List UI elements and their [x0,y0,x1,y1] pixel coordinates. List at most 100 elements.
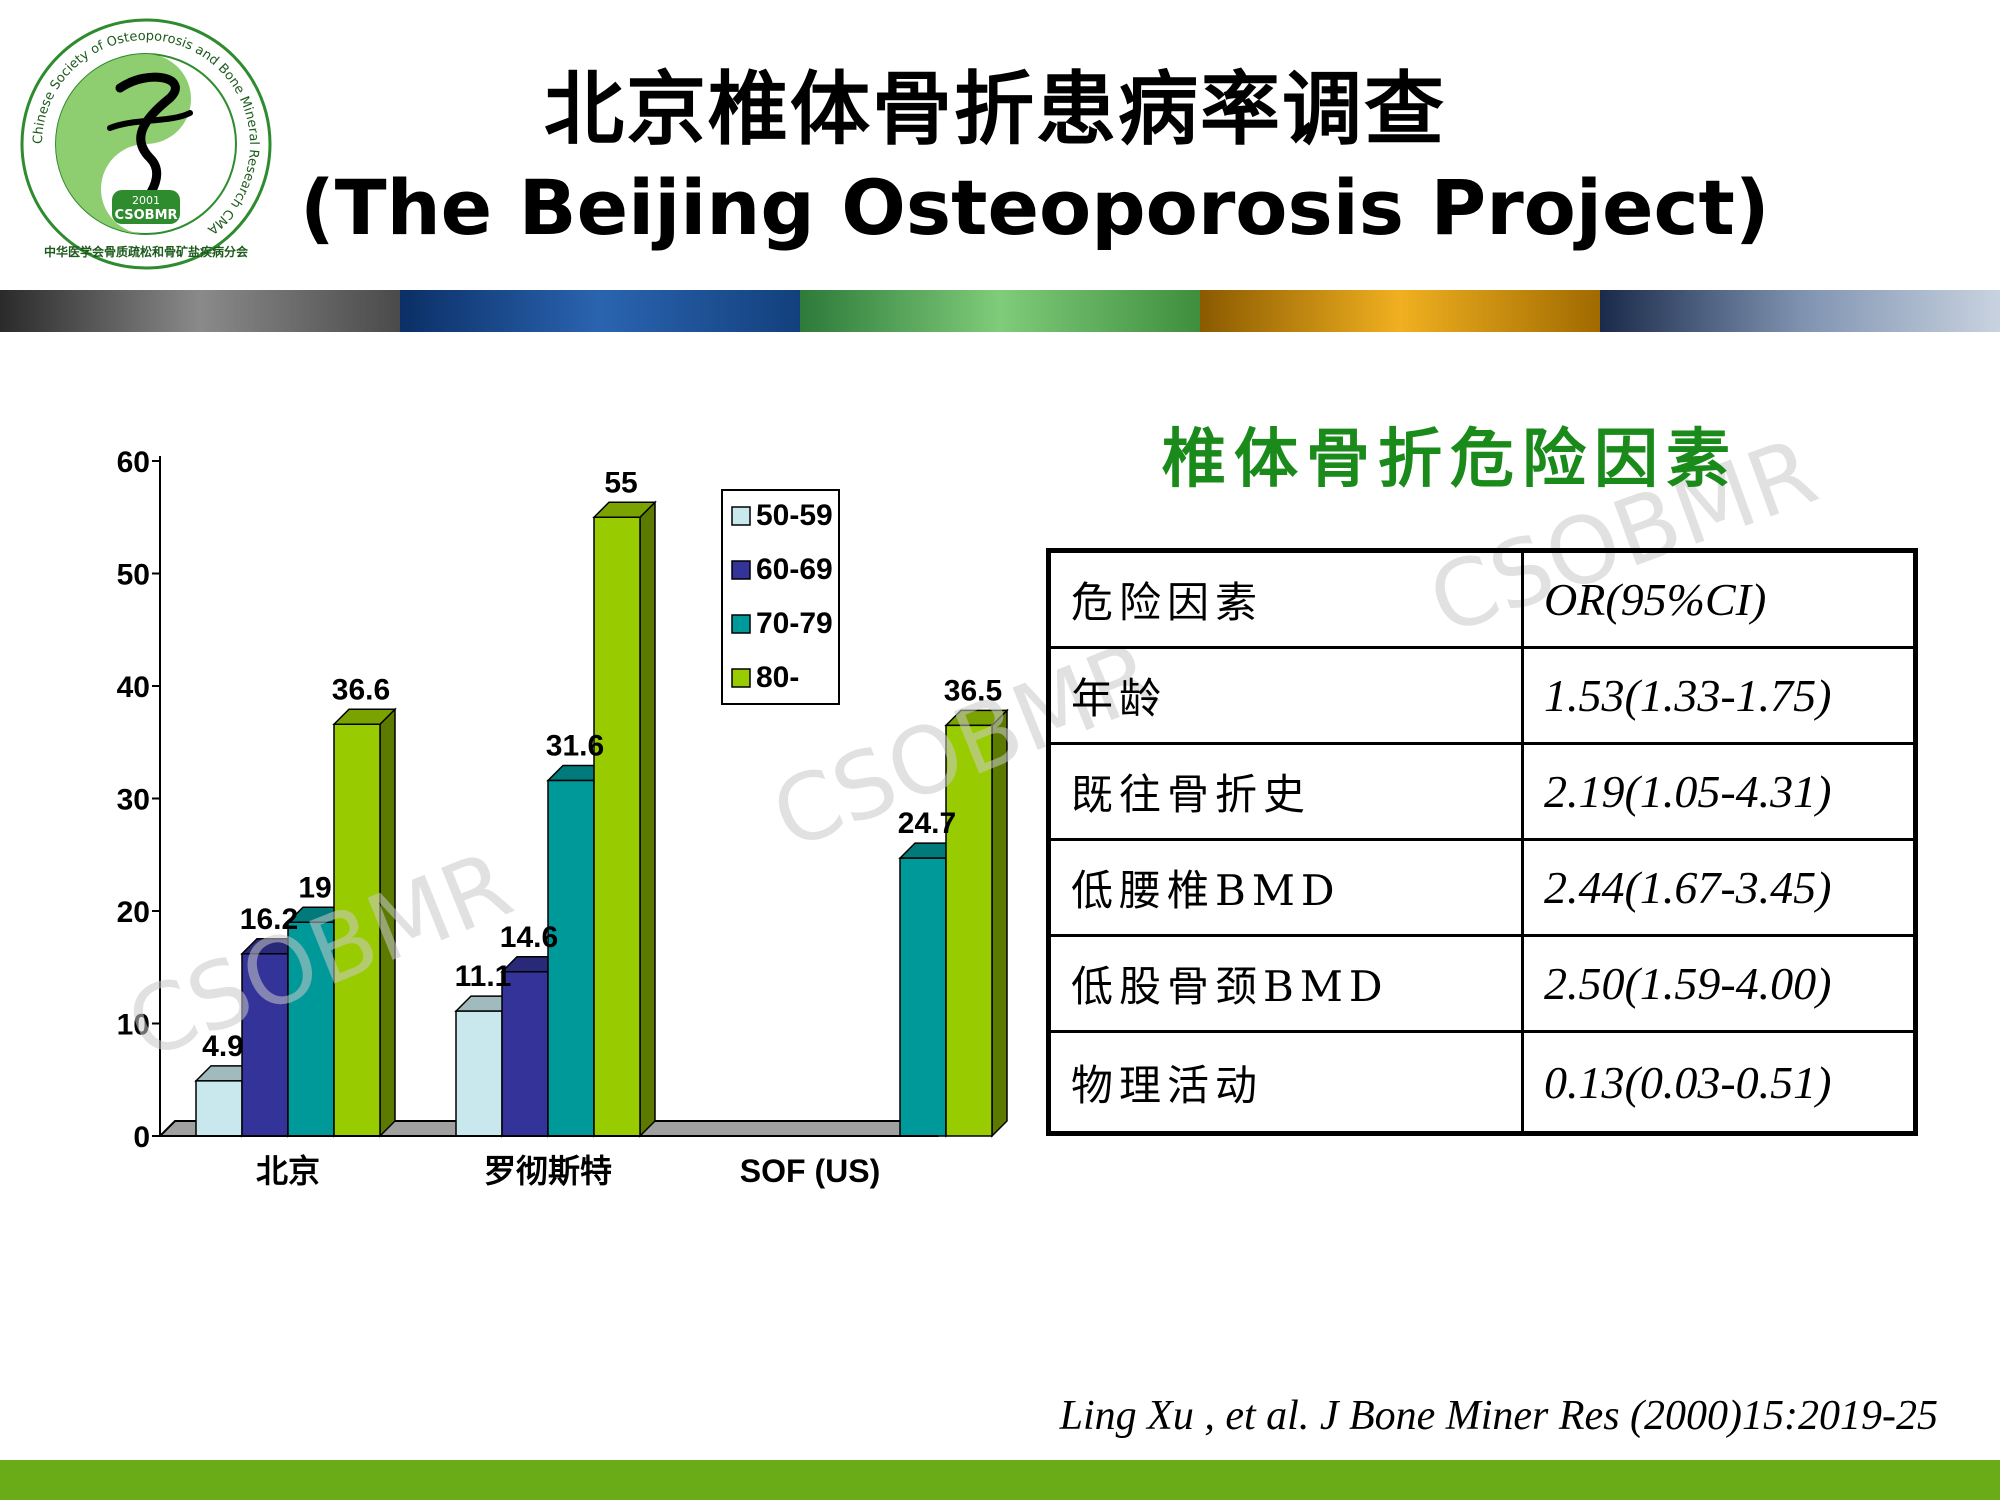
chart-bar-front [195,1080,243,1137]
chart-bar [240,936,305,1138]
chart-y-tick-label: 0 [133,1121,150,1154]
chart-y-tick-label: 10 [117,1009,150,1042]
chart-legend-box [721,489,840,705]
chart-bar-front [241,953,289,1137]
chart-y-tick-label: 30 [117,784,150,817]
table-row: 低股骨颈BMD 2.50(1.59-4.00) [1047,934,1917,1033]
table-cell-or: 2.50(1.59-4.00) [1521,934,1917,1033]
chart-bar-side [547,954,564,1138]
chart-legend: 50-59 60-69 70-79 80- [721,489,840,705]
chart-bar-side [333,905,350,1138]
chart-bar-side [593,763,610,1138]
chart-legend-label: 60-69 [756,553,833,586]
chart-bar-front [455,1010,503,1137]
table-cell-factor: 物理活动 [1047,1030,1524,1135]
chart-bar-top [546,764,611,782]
chart-bar [332,707,397,1138]
chart-bar-front [501,971,549,1137]
chart-bar-front [547,779,595,1137]
page-title-english: (The Beijing Osteoporosis Project) [300,163,1770,252]
table-header-row: 危险因素 OR(95%CI) [1047,549,1917,649]
table-cell-factor: 既往骨折史 [1047,742,1524,841]
table-header-or: OR(95%CI) [1521,549,1917,649]
chart-axes: 0 10 20 30 40 50 60 北京 罗彻斯特 SOF (US) [117,446,938,1189]
table-cell-or: 2.19(1.05-4.31) [1521,742,1917,841]
chart-legend-label: 70-79 [756,607,833,640]
chart-legend-swatch [731,506,751,526]
chart-floor-top [157,1120,956,1137]
chart-data-label: 55 [604,466,637,499]
table-cell-factor: 年龄 [1047,646,1524,745]
chart-data-label: 19 [298,871,331,904]
chart-bar-side [379,707,396,1138]
risk-factors-table: 危险因素 OR(95%CI) 年龄 1.53(1.33-1.75) 既往骨折史 … [1046,548,1918,1136]
citation: Ling Xu , et al. J Bone Miner Res (2000)… [1059,1393,1938,1439]
chart-bar [592,500,657,1138]
chart-data-label: 14.6 [500,921,558,954]
chart-data-label: 16.2 [240,903,298,936]
chart-data-label: 31.6 [546,730,604,763]
chart-bar-top [944,709,1009,727]
chart-legend-label: 50-59 [756,499,833,532]
chart-legend-swatch [731,668,751,688]
chart-data-label: 11.1 [455,960,512,993]
chart-data-label: 36.5 [944,674,1002,707]
chart-legend-swatch [731,560,751,580]
chart-y-tick-label: 20 [117,896,150,929]
chart-bar-top [286,906,351,923]
chart-bar-top [454,995,519,1012]
table-cell-or: 0.13(0.03-0.51) [1521,1030,1917,1135]
chart-x-tick-label: 罗彻斯特 [484,1153,612,1189]
chart-bar-top [332,708,397,725]
chart-bar-side [945,841,962,1138]
chart-data-labels: 4.9 11.1 16.2 14.6 19 31.6 24.7 36.6 55 36.5 [202,466,1002,1063]
table-row: 物理活动 0.13(0.03-0.51) [1047,1030,1917,1135]
table-header-factor: 危险因素 [1047,549,1524,649]
chart-bar-side [241,1064,258,1138]
chart-bar-top [500,956,565,973]
chart-bar-front [287,921,335,1137]
chart-bar [194,1064,259,1138]
table-cell-factor: 低股骨颈BMD [1047,934,1524,1033]
chart-x-tick-label: SOF (US) [740,1153,880,1189]
chart-y-tick-label: 50 [117,559,150,592]
chart-legend-swatch [731,614,751,634]
chart-bar [286,905,351,1138]
chart-bar [500,954,565,1138]
chart-data-label: 24.7 [898,807,956,840]
chart-bar-top [898,842,963,859]
risk-factors-title: 椎体骨折危险因素 [1162,422,1738,497]
page-title-chinese: 北京椎体骨折患病率调查 [544,63,1446,156]
chart-bar-side [501,994,518,1138]
table-row: 低腰椎BMD 2.44(1.67-3.45) [1047,838,1917,937]
logo-badge-year: 2001 [132,194,160,207]
chart-data-label: 4.9 [202,1030,244,1063]
table-cell-or: 2.44(1.67-3.45) [1521,838,1917,937]
table-cell-or: 1.53(1.33-1.75) [1521,646,1917,745]
chart-bar-top [592,501,657,518]
chart-bar [546,763,611,1138]
chart-data-label: 36.6 [332,673,390,706]
chart-bar-front [899,857,947,1137]
chart-bar-front [945,724,993,1137]
chart-y-tick-label: 40 [117,671,150,704]
chart-bar-top [194,1065,259,1082]
chart-bar [454,994,519,1138]
table-row: 年龄 1.53(1.33-1.75) [1047,646,1917,745]
bottom-accent-bar [0,1460,2000,1500]
chart-bar [944,708,1009,1138]
chart-y-tick-label: 60 [117,446,150,479]
chart-bar [898,841,963,1138]
csobmr-logo: 2001 CSOBMR Chinese Society of Osteoporo… [20,18,272,270]
table-cell-factor: 低腰椎BMD [1047,838,1524,937]
chart-bar-side [639,500,656,1138]
table-row: 既往骨折史 2.19(1.05-4.31) [1047,742,1917,841]
chart-bar-top [240,938,305,955]
chart-bar-side [991,708,1008,1138]
chart-bar-side [287,936,304,1138]
watermark-text: CSOBMR [113,831,525,1081]
logo-badge-text: CSOBMR [114,208,177,223]
logo-bottom-text: 中华医学会骨质疏松和骨矿盐疾病分会 [44,244,249,259]
decorative-photo-banner [0,290,2000,332]
chart-bars [194,500,1009,1138]
